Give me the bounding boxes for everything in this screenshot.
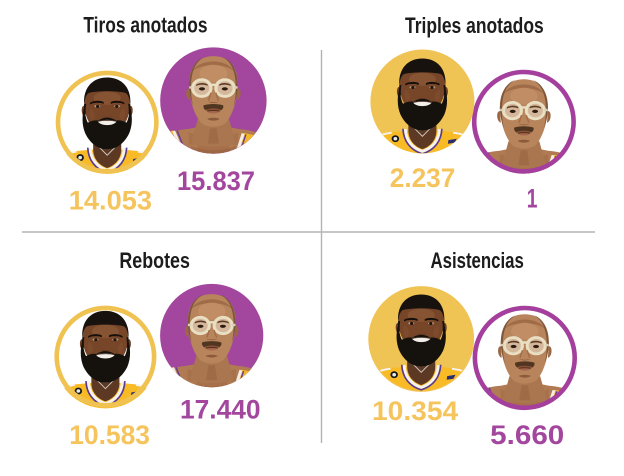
svg-text:Tiros anotados: Tiros anotados: [83, 13, 207, 38]
svg-text:Rebotes: Rebotes: [119, 248, 189, 273]
svg-text:10.583: 10.583: [69, 420, 150, 450]
svg-text:1: 1: [527, 183, 538, 213]
svg-text:17.440: 17.440: [180, 395, 261, 425]
svg-text:Triples anotados: Triples anotados: [405, 13, 544, 38]
svg-text:Asistencias: Asistencias: [431, 248, 524, 273]
svg-text:2.237: 2.237: [390, 163, 456, 193]
svg-text:10.354: 10.354: [372, 396, 458, 426]
svg-text:5.660: 5.660: [490, 420, 564, 450]
svg-text:14.053: 14.053: [69, 185, 152, 215]
svg-text:15.837: 15.837: [177, 166, 255, 196]
